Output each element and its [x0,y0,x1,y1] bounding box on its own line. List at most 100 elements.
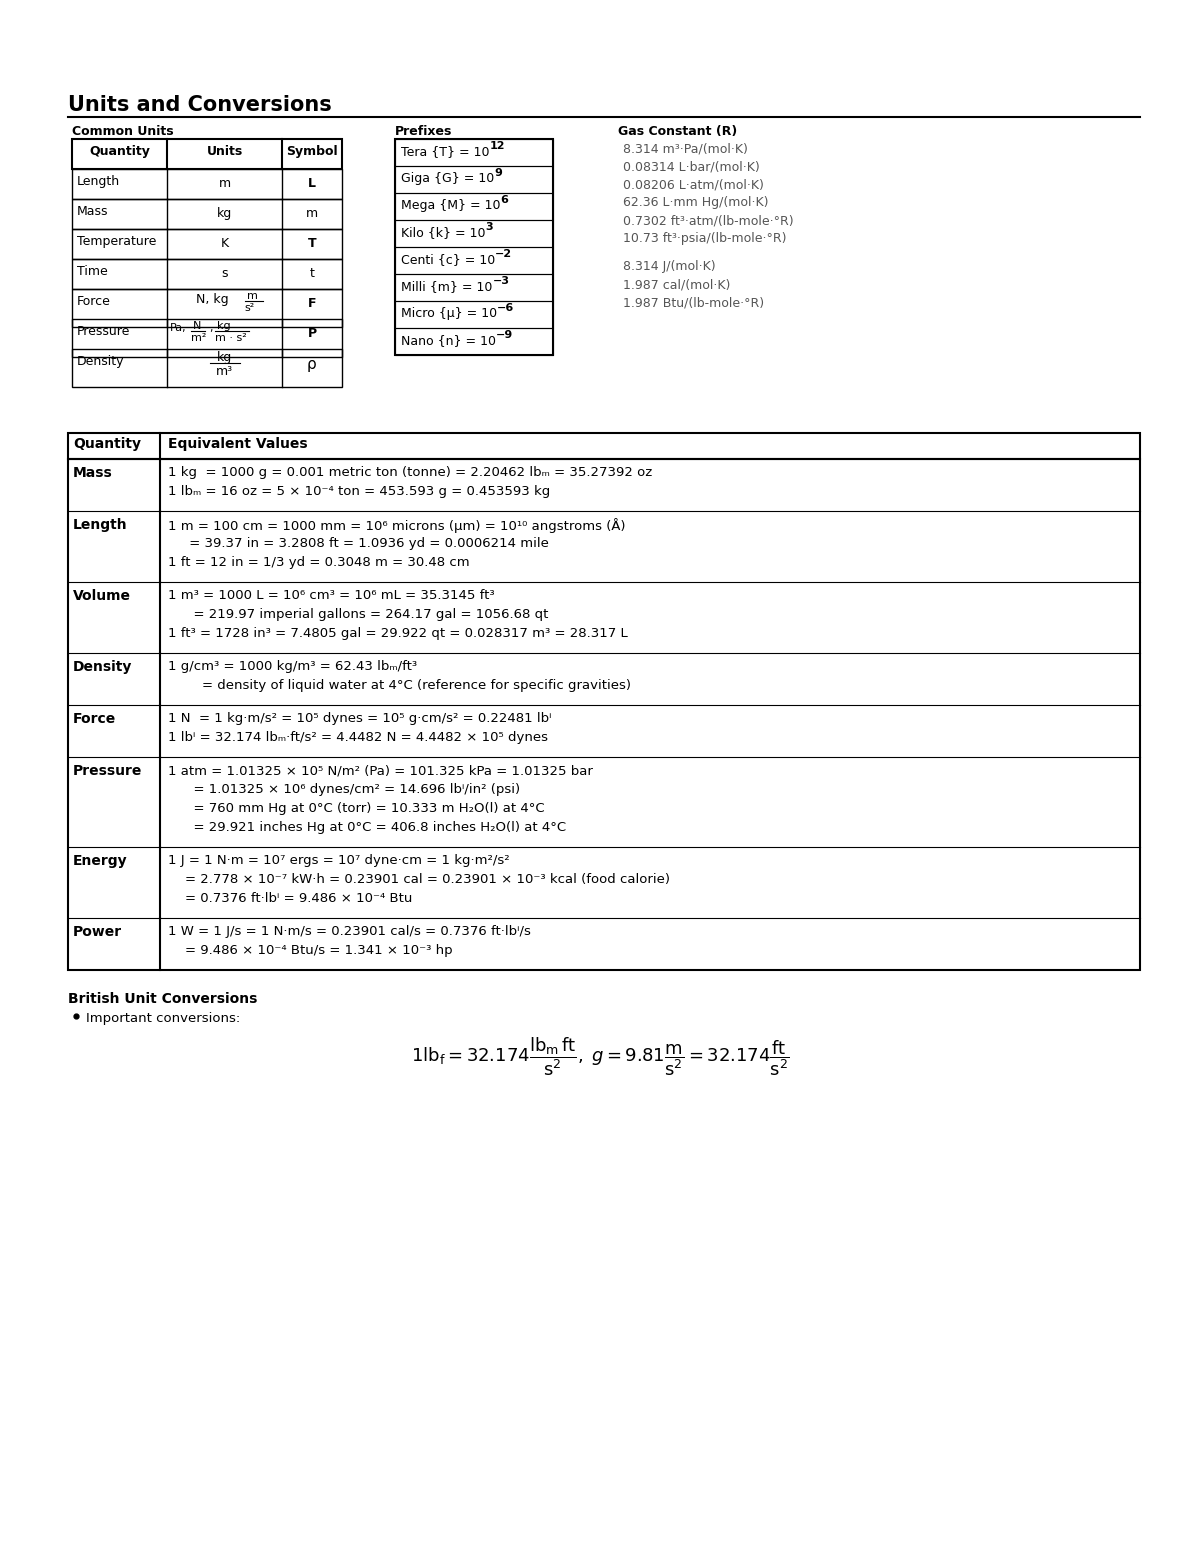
Text: = density of liquid water at 4°C (reference for specific gravities): = density of liquid water at 4°C (refere… [168,679,631,693]
Text: Mass: Mass [73,466,113,480]
Text: Density: Density [77,356,125,368]
Bar [68,460,1140,971]
Text: 1 lbⁱ = 32.174 lbₘ·ft/s² = 4.4482 N = 4.4482 × 10⁵ dynes: 1 lbⁱ = 32.174 lbₘ·ft/s² = 4.4482 N = 4.… [168,731,548,744]
Text: Equivalent Values: Equivalent Values [168,436,307,450]
Text: Pa,: Pa, [170,323,187,332]
Text: 1 atm = 1.01325 × 10⁵ N/m² (Pa) = 101.325 kPa = 1.01325 bar: 1 atm = 1.01325 × 10⁵ N/m² (Pa) = 101.32… [168,764,593,776]
Text: = 29.921 inches Hg at 0°C = 406.8 inches H₂O(l) at 4°C: = 29.921 inches Hg at 0°C = 406.8 inches… [168,822,566,834]
Text: 1 lbₘ = 16 oz = 5 × 10⁻⁴ ton = 453.593 g = 0.453593 kg: 1 lbₘ = 16 oz = 5 × 10⁻⁴ ton = 453.593 g… [168,485,551,499]
Text: m²: m² [191,332,206,343]
Text: K: K [221,238,228,250]
Text: Mass: Mass [77,205,108,217]
Text: Tera {T} = 10: Tera {T} = 10 [401,144,490,158]
Text: 1 J = 1 N·m = 10⁷ ergs = 10⁷ dyne·cm = 1 kg·m²/s²: 1 J = 1 N·m = 10⁷ ergs = 10⁷ dyne·cm = 1… [168,854,510,867]
Bar [72,259,342,289]
Text: −2: −2 [496,248,512,259]
Text: ρ: ρ [307,357,317,373]
Bar [68,433,1140,460]
Text: 1 g/cm³ = 1000 kg/m³ = 62.43 lbₘ/ft³: 1 g/cm³ = 1000 kg/m³ = 62.43 lbₘ/ft³ [168,660,418,672]
Text: −3: −3 [492,276,509,286]
Text: British Unit Conversions: British Unit Conversions [68,992,257,1006]
Text: Quantity: Quantity [73,436,142,450]
Text: N: N [193,321,202,331]
Text: = 2.778 × 10⁻⁷ kW·h = 0.23901 cal = 0.23901 × 10⁻³ kcal (food calorie): = 2.778 × 10⁻⁷ kW·h = 0.23901 cal = 0.23… [168,873,670,887]
Bar [72,289,342,328]
Bar [395,247,553,273]
Text: P: P [307,328,317,340]
Text: kg: kg [217,321,230,331]
Text: Volume: Volume [73,589,131,603]
Text: 0.08206 L·atm/(mol·K): 0.08206 L·atm/(mol·K) [623,179,764,191]
Text: = 760 mm Hg at 0°C (torr) = 10.333 m H₂O(l) at 4°C: = 760 mm Hg at 0°C (torr) = 10.333 m H₂O… [168,801,545,815]
Text: Nano {n} = 10: Nano {n} = 10 [401,334,496,346]
Bar [395,301,553,328]
Text: 8.314 J/(mol·K): 8.314 J/(mol·K) [623,259,715,273]
Text: = 0.7376 ft·lbⁱ = 9.486 × 10⁻⁴ Btu: = 0.7376 ft·lbⁱ = 9.486 × 10⁻⁴ Btu [168,891,413,905]
Text: 12: 12 [490,141,505,151]
Text: Micro {μ} = 10: Micro {μ} = 10 [401,307,497,320]
Text: s²: s² [245,303,254,314]
Text: = 219.97 imperial gallons = 264.17 gal = 1056.68 qt: = 219.97 imperial gallons = 264.17 gal =… [168,609,548,621]
Text: Units: Units [206,144,242,158]
Text: Common Units: Common Units [72,124,174,138]
Text: T: T [307,238,317,250]
Text: 1.987 Btu/(lb-mole·°R): 1.987 Btu/(lb-mole·°R) [623,297,764,309]
Text: Giga {G} = 10: Giga {G} = 10 [401,172,494,185]
Text: Important conversions:: Important conversions: [86,1013,240,1025]
Text: 1 W = 1 J/s = 1 N·m/s = 0.23901 cal/s = 0.7376 ft·lbⁱ/s: 1 W = 1 J/s = 1 N·m/s = 0.23901 cal/s = … [168,926,530,938]
Bar [72,169,342,199]
Text: 3: 3 [486,222,493,231]
Bar [72,228,342,259]
Text: Length: Length [73,519,127,533]
Text: 8.314 m³·Pa/(mol·K): 8.314 m³·Pa/(mol·K) [623,141,748,155]
Bar [395,193,553,221]
Bar [395,166,553,193]
Text: = 1.01325 × 10⁶ dynes/cm² = 14.696 lbⁱ/in² (psi): = 1.01325 × 10⁶ dynes/cm² = 14.696 lbⁱ/i… [168,783,520,797]
Text: F: F [307,297,317,311]
Text: t: t [310,267,314,280]
Bar [395,140,553,356]
Text: L: L [308,177,316,189]
Bar [395,221,553,247]
Text: Quantity: Quantity [89,144,150,158]
Bar [72,318,342,357]
Text: Power: Power [73,926,122,940]
Text: ,: , [209,323,212,332]
Text: Milli {m} = 10: Milli {m} = 10 [401,280,492,294]
Bar [72,140,342,169]
Bar [395,328,553,356]
Text: 9: 9 [494,168,502,179]
Text: Length: Length [77,175,120,188]
Text: Gas Constant (R): Gas Constant (R) [618,124,737,138]
Text: Energy: Energy [73,854,127,868]
Text: 1 m = 100 cm = 1000 mm = 10⁶ microns (μm) = 10¹⁰ angstroms (Å): 1 m = 100 cm = 1000 mm = 10⁶ microns (μm… [168,519,625,533]
Text: Force: Force [73,711,116,725]
Text: 1 m³ = 1000 L = 10⁶ cm³ = 10⁶ mL = 35.3145 ft³: 1 m³ = 1000 L = 10⁶ cm³ = 10⁶ mL = 35.31… [168,589,494,603]
Text: = 39.37 in = 3.2808 ft = 1.0936 yd = 0.0006214 mile: = 39.37 in = 3.2808 ft = 1.0936 yd = 0.0… [168,537,548,550]
Text: −6: −6 [497,303,515,314]
Text: 0.7302 ft³·atm/(lb-mole·°R): 0.7302 ft³·atm/(lb-mole·°R) [623,214,793,227]
Text: 10.73 ft³·psia/(lb-mole·°R): 10.73 ft³·psia/(lb-mole·°R) [623,231,786,245]
Text: Kilo {k} = 10: Kilo {k} = 10 [401,227,486,239]
Text: kg: kg [217,351,232,363]
Text: m · s²: m · s² [215,332,247,343]
Text: 1.987 cal/(mol·K): 1.987 cal/(mol·K) [623,278,731,290]
Bar [72,349,342,387]
Text: Symbol: Symbol [286,144,338,158]
Text: s: s [221,267,228,280]
Text: N, kg: N, kg [197,294,229,306]
Bar [395,273,553,301]
Text: 62.36 L·mm Hg/(mol·K): 62.36 L·mm Hg/(mol·K) [623,196,768,210]
Text: m: m [218,177,230,189]
Text: Prefixes: Prefixes [395,124,452,138]
Text: 1 ft³ = 1728 in³ = 7.4805 gal = 29.922 qt = 0.028317 m³ = 28.317 L: 1 ft³ = 1728 in³ = 7.4805 gal = 29.922 q… [168,627,628,640]
Text: 6: 6 [500,196,509,205]
Text: 1 ft = 12 in = 1/3 yd = 0.3048 m = 30.48 cm: 1 ft = 12 in = 1/3 yd = 0.3048 m = 30.48… [168,556,469,568]
Text: Units and Conversions: Units and Conversions [68,95,331,115]
Text: Density: Density [73,660,132,674]
Bar [72,199,342,228]
Text: 1 N  = 1 kg·m/s² = 10⁵ dynes = 10⁵ g·cm/s² = 0.22481 lbⁱ: 1 N = 1 kg·m/s² = 10⁵ dynes = 10⁵ g·cm/s… [168,711,552,725]
Text: $1\mathrm{lb_f} = 32.174\dfrac{\mathrm{lb_m}\,\mathrm{ft}}{\mathrm{s}^2}$$,\; g : $1\mathrm{lb_f} = 32.174\dfrac{\mathrm{l… [410,1036,790,1078]
Text: Pressure: Pressure [77,325,131,339]
Bar [395,140,553,166]
